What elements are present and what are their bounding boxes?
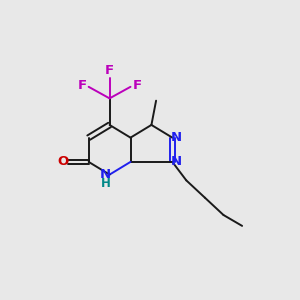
Text: N: N: [171, 131, 182, 144]
Text: F: F: [132, 79, 142, 92]
Text: F: F: [78, 79, 87, 92]
Text: F: F: [105, 64, 114, 77]
Text: H: H: [100, 177, 110, 190]
Text: N: N: [100, 168, 111, 181]
Text: N: N: [171, 155, 182, 168]
Text: O: O: [58, 155, 69, 168]
